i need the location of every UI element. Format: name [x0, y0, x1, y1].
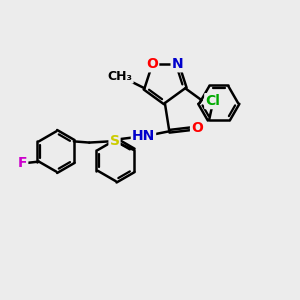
Text: F: F: [18, 156, 27, 170]
Text: N: N: [172, 57, 183, 71]
Text: S: S: [110, 134, 119, 148]
Text: O: O: [191, 121, 203, 135]
Text: Cl: Cl: [205, 94, 220, 108]
Text: HN: HN: [132, 129, 155, 143]
Text: O: O: [146, 57, 158, 71]
Text: CH₃: CH₃: [108, 70, 133, 83]
